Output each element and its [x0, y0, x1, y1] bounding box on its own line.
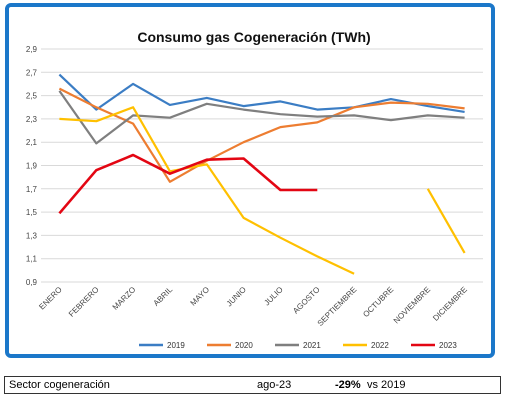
legend-label: 2021	[303, 341, 321, 350]
legend-label: 2020	[235, 341, 253, 350]
y-tick-label: 1,5	[26, 208, 38, 217]
x-tick-label: JUNIO	[225, 285, 248, 308]
y-tick-label: 0,9	[26, 278, 38, 287]
series-line-2023	[58, 153, 318, 215]
x-tick-label: OCTUBRE	[361, 285, 395, 319]
x-tick-label: SEPTIEMBRE	[316, 285, 359, 328]
period-label: ago-23	[257, 379, 292, 391]
y-axis-ticks: 0,9 1,1 1,3 1,5 1,7 1,9 2,1 2,3 2,5 2,7 2,9	[26, 45, 38, 287]
x-tick-label: MARZO	[111, 285, 138, 312]
series-lines	[58, 73, 466, 275]
chart-title: Consumo gas Cogeneración (TWh)	[137, 29, 371, 45]
chart-frame: Consumo gas Cogeneración (TWh) 0,9 1,1 1,3…	[5, 3, 495, 358]
series-line-2021	[58, 90, 465, 145]
y-tick-label: 2,5	[26, 92, 38, 101]
y-tick-label: 1,7	[26, 185, 38, 194]
x-tick-label: FEBRERO	[67, 285, 101, 319]
legend: 2019 2020 2021 2022 2023	[139, 341, 457, 350]
y-tick-label: 2,9	[26, 45, 38, 54]
y-tick-label: 2,1	[26, 138, 38, 147]
legend-label: 2023	[439, 341, 457, 350]
x-tick-label: DICIEMBRE	[431, 285, 469, 323]
y-tick-label: 2,3	[26, 115, 38, 124]
y-tick-label: 1,3	[26, 231, 38, 240]
x-tick-label: JULIO	[262, 285, 284, 307]
legend-label: 2019	[167, 341, 185, 350]
x-tick-label: NOVIEMBRE	[392, 285, 432, 325]
y-tick-label: 2,7	[26, 68, 38, 77]
x-tick-label: AGOSTO	[291, 285, 321, 315]
summary-footer: Sector cogeneración ago-23 -29% vs 2019	[4, 376, 501, 394]
sector-label: Sector cogeneración	[9, 379, 110, 391]
series-line-2020	[58, 87, 465, 183]
x-tick-label: ABRIL	[152, 285, 175, 308]
x-axis-ticks: ENERO FEBRERO MARZO ABRIL MAYO JUNIO JULIO AGOS…	[37, 285, 469, 328]
series-line-2022	[426, 188, 466, 254]
legend-label: 2022	[371, 341, 389, 350]
x-tick-label: MAYO	[189, 285, 212, 308]
y-tick-label: 1,1	[26, 255, 38, 264]
change-percent: -29%	[335, 379, 361, 391]
series-line-2022	[59, 106, 355, 275]
series-line-2019	[58, 73, 465, 113]
y-tick-label: 1,9	[26, 162, 38, 171]
line-chart: 0,9 1,1 1,3 1,5 1,7 1,9 2,1 2,3 2,5 2,7 2,9 ENERO F…	[26, 45, 483, 350]
comparison-label: vs 2019	[367, 379, 406, 391]
x-tick-label: ENERO	[37, 285, 63, 311]
